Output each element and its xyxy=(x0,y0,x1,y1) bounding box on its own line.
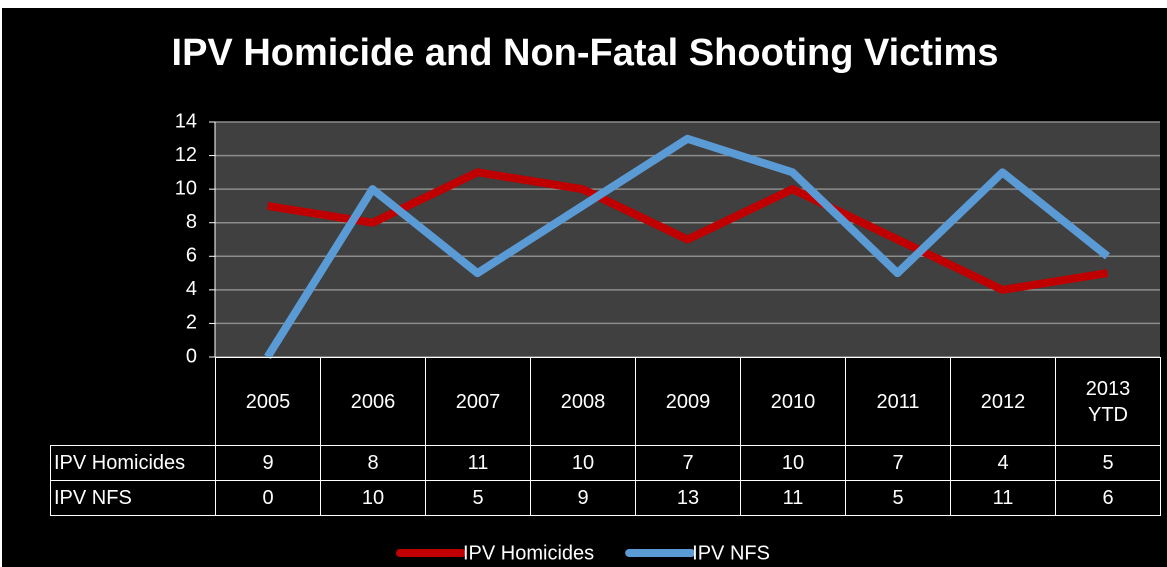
y-tick-label: 10 xyxy=(175,177,197,199)
table-value: 9 xyxy=(215,445,321,481)
table-value: 0 xyxy=(215,480,321,516)
y-tick-label: 0 xyxy=(186,345,197,367)
y-tick-label: 4 xyxy=(186,278,197,300)
table-value: 6 xyxy=(1055,480,1161,516)
category-cell: 2011 xyxy=(845,357,951,446)
y-tick-label: 6 xyxy=(186,245,197,267)
row-label: IPV Homicides xyxy=(50,445,216,481)
table-value: 11 xyxy=(740,480,846,516)
table-value: 11 xyxy=(425,445,531,481)
y-tick-label: 8 xyxy=(186,211,197,233)
table-value: 11 xyxy=(950,480,1056,516)
category-cell: 2013 YTD xyxy=(1055,357,1161,446)
table-value: 5 xyxy=(425,480,531,516)
table-value: 13 xyxy=(635,480,741,516)
row-label: IPV NFS xyxy=(50,480,216,516)
table-value: 10 xyxy=(530,445,636,481)
category-cell: 2008 xyxy=(530,357,636,446)
y-tick-label: 2 xyxy=(186,312,197,334)
table-value: 5 xyxy=(845,480,951,516)
series-line xyxy=(266,168,1109,294)
category-cell: 2007 xyxy=(425,357,531,446)
legend-label: IPV Homicides xyxy=(463,542,594,564)
table-value: 7 xyxy=(635,445,741,481)
category-cell: 2006 xyxy=(320,357,426,446)
category-cell: 2012 xyxy=(950,357,1056,446)
category-cell: 2009 xyxy=(635,357,741,446)
table-value: 9 xyxy=(530,480,636,516)
table-value: 5 xyxy=(1055,445,1161,481)
table-value: 10 xyxy=(320,480,426,516)
y-tick-label: 14 xyxy=(175,110,197,132)
table-value: 10 xyxy=(740,445,846,481)
y-tick-label: 12 xyxy=(175,144,197,166)
table-value: 8 xyxy=(320,445,426,481)
table-value: 7 xyxy=(845,445,951,481)
series-line xyxy=(264,134,1110,360)
legend-label: IPV NFS xyxy=(692,542,770,564)
category-cell: 2005 xyxy=(215,357,321,446)
chart-title: IPV Homicide and Non-Fatal Shooting Vict… xyxy=(172,32,999,74)
table-value: 4 xyxy=(950,445,1056,481)
category-cell: 2010 xyxy=(740,357,846,446)
